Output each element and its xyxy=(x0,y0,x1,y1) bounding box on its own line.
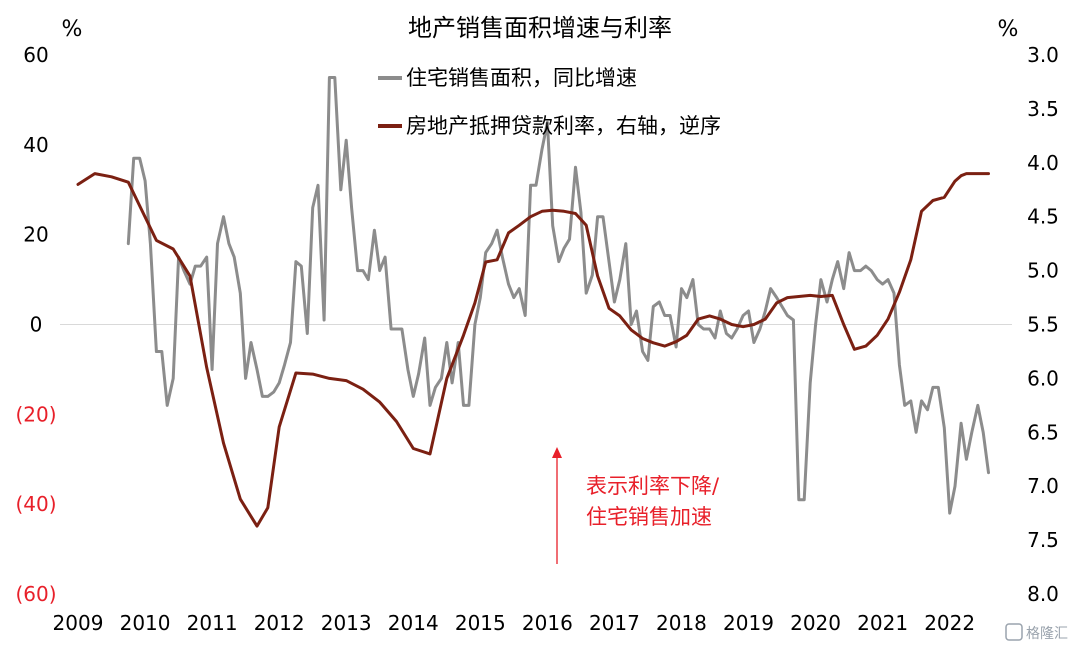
series-line-sales-growth xyxy=(126,76,990,515)
x-tick-label: 2020 xyxy=(790,611,841,635)
x-tick-label: 2018 xyxy=(656,611,707,635)
annotation-line-1: 表示利率下降/ xyxy=(586,474,720,498)
x-tick-label: 2011 xyxy=(187,611,238,635)
watermark: 格隆汇 xyxy=(1005,623,1068,642)
chart-title: 地产销售面积增速与利率 xyxy=(408,14,672,42)
series-line-mortgage-rate xyxy=(76,172,990,528)
x-tick-label: 2014 xyxy=(388,611,439,635)
legend: 住宅销售面积，同比增速 房地产抵押贷款利率，右轴，逆序 xyxy=(378,66,721,138)
x-tick-label: 2013 xyxy=(321,611,372,635)
right-tick-label: 7.0 xyxy=(1027,474,1059,498)
left-axis-unit: % xyxy=(62,17,83,42)
legend-label-rate: 房地产抵押贷款利率，右轴，逆序 xyxy=(406,114,721,138)
annotation: 表示利率下降/ 住宅销售加速 xyxy=(552,447,720,564)
right-tick-label: 7.5 xyxy=(1027,528,1059,552)
x-axis-ticks: 2009 2010 2011 2012 2013 2014 2015 2016 2017 2018… xyxy=(53,611,976,635)
right-axis-unit: % xyxy=(998,17,1019,42)
right-axis-ticks: 3.0 3.5 4.0 4.5 5.0 5.5 6.0 6.5 7.0 7.5 8.0 xyxy=(1027,43,1059,606)
right-tick-label: 4.5 xyxy=(1027,205,1059,229)
watermark-text: 格隆汇 xyxy=(1026,626,1068,642)
left-tick-label: 0 xyxy=(30,313,43,337)
x-tick-label: 2010 xyxy=(120,611,171,635)
x-tick-label: 2012 xyxy=(254,611,305,635)
x-tick-label: 2009 xyxy=(53,611,104,635)
left-tick-label: 20 xyxy=(23,223,48,247)
left-tick-label: (20) xyxy=(15,402,56,426)
annotation-arrow-head xyxy=(552,447,562,458)
x-tick-label: 2015 xyxy=(455,611,506,635)
right-tick-label: 4.0 xyxy=(1027,151,1059,175)
x-tick-label: 2016 xyxy=(522,611,573,635)
x-tick-label: 2022 xyxy=(924,611,975,635)
series-layer xyxy=(76,76,990,528)
watermark-logo-icon xyxy=(1005,623,1023,641)
x-tick-label: 2017 xyxy=(589,611,640,635)
right-tick-label: 6.0 xyxy=(1027,366,1059,390)
left-tick-label: (60) xyxy=(15,582,56,606)
right-tick-label: 5.5 xyxy=(1027,313,1059,337)
left-tick-label: 60 xyxy=(23,43,48,67)
right-tick-label: 5.0 xyxy=(1027,259,1059,283)
left-tick-label: 40 xyxy=(23,133,48,157)
annotation-line-2: 住宅销售加速 xyxy=(586,505,712,529)
legend-label-sales: 住宅销售面积，同比增速 xyxy=(406,66,637,90)
left-axis-ticks: 60 40 20 0 (20) (40) (60) xyxy=(15,43,56,606)
right-tick-label: 8.0 xyxy=(1027,582,1059,606)
x-tick-label: 2021 xyxy=(857,611,908,635)
right-tick-label: 6.5 xyxy=(1027,420,1059,444)
right-tick-label: 3.0 xyxy=(1027,43,1059,67)
left-tick-label: (40) xyxy=(15,492,56,516)
x-tick-label: 2019 xyxy=(723,611,774,635)
right-tick-label: 3.5 xyxy=(1027,97,1059,121)
